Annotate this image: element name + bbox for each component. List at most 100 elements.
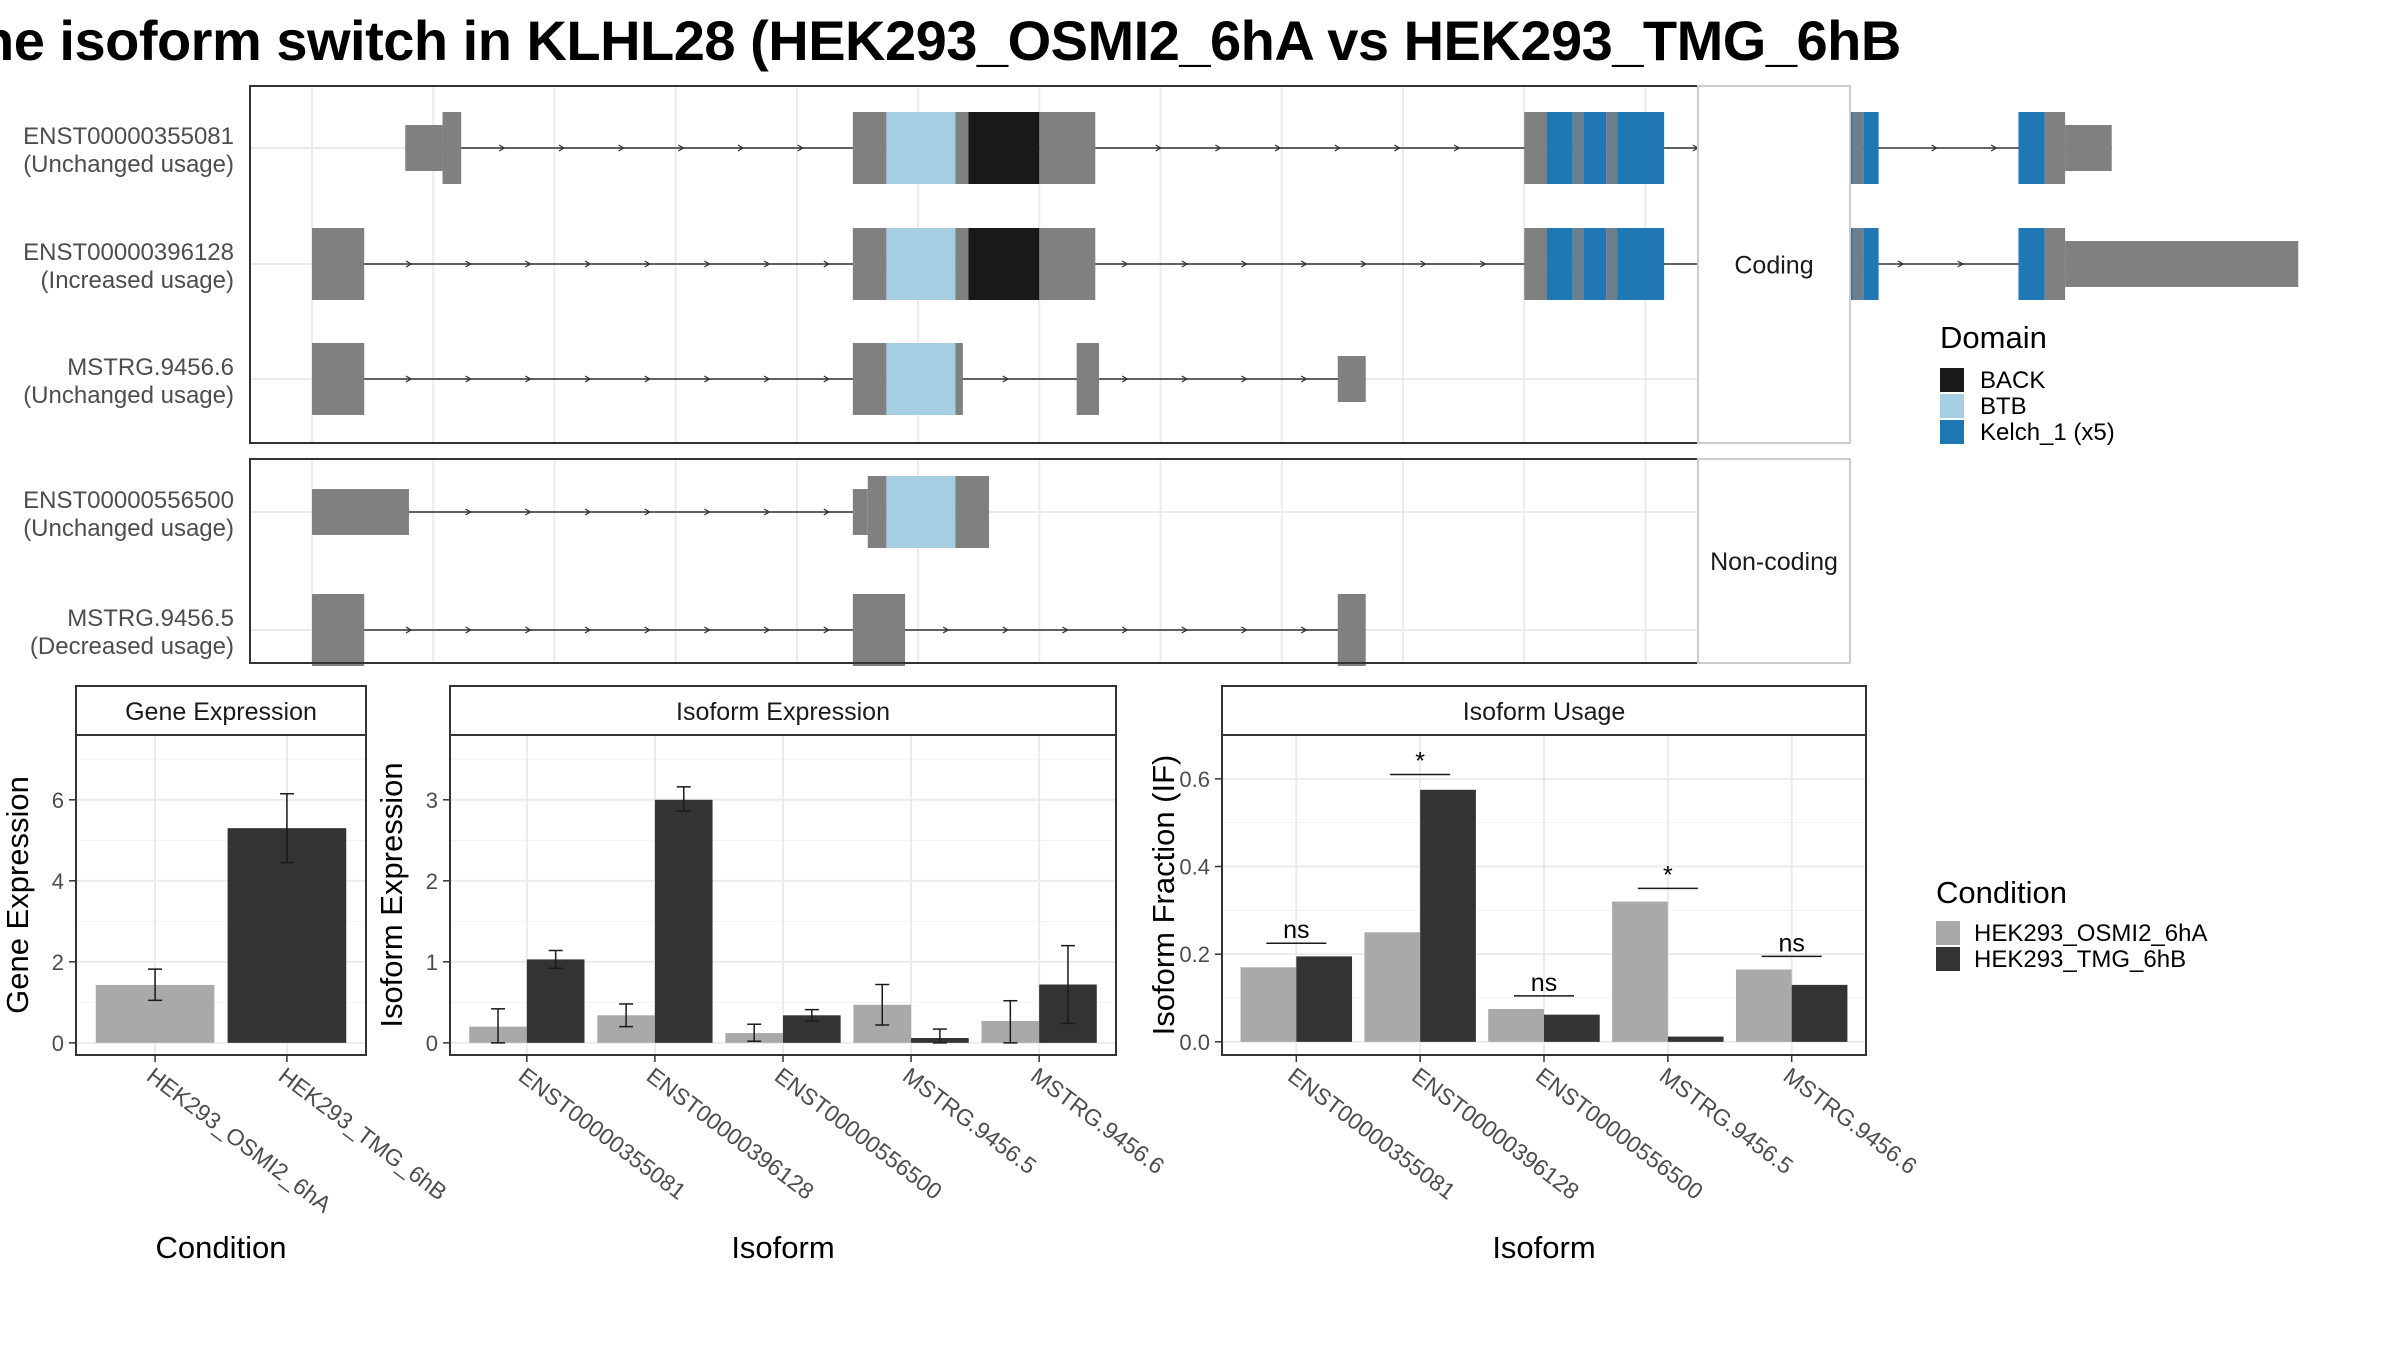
x-axis-title: Isoform	[731, 1230, 834, 1265]
exon	[1039, 112, 1096, 184]
exon	[852, 228, 887, 300]
intron-arrow	[1155, 144, 1162, 152]
intron-arrow	[644, 260, 651, 268]
bar	[654, 799, 713, 1043]
intron-arrow	[1990, 144, 1998, 152]
intron-arrow	[1181, 626, 1189, 634]
intron-arrow	[584, 626, 592, 634]
exon	[886, 343, 956, 415]
y-axis-title: Gene Expression	[0, 776, 35, 1014]
bar	[1488, 1008, 1544, 1042]
exon	[2018, 228, 2045, 300]
panel-strip	[449, 685, 1117, 736]
intron-arrow	[618, 144, 625, 152]
bar	[1735, 969, 1792, 1042]
intron-arrow	[498, 144, 506, 152]
y-tick-label: 2	[426, 869, 438, 894]
significance-label: ns	[1283, 916, 1309, 944]
transcript-usage-label: (Increased usage)	[41, 267, 234, 294]
intron-arrow	[763, 260, 771, 268]
x-tick-label: MSTRG.9456.6	[1026, 1062, 1169, 1179]
intron-arrow	[704, 626, 711, 634]
facet-strip-label: Coding	[1734, 252, 1813, 280]
intron-arrow	[704, 508, 711, 516]
intron-arrow	[525, 260, 532, 268]
exon	[852, 594, 906, 666]
intron-arrow	[1931, 144, 1938, 152]
transcript-label: MSTRG.9456.6	[67, 354, 234, 381]
y-tick-label: 1	[426, 950, 438, 975]
exon-divider	[1606, 112, 1618, 184]
y-axis-title: Isoform Fraction (IF)	[1146, 755, 1181, 1036]
exon	[955, 476, 989, 548]
transcript-usage-label: (Decreased usage)	[30, 633, 234, 660]
transcript-usage-label: (Unchanged usage)	[23, 382, 234, 409]
intron-arrow	[584, 375, 592, 383]
exon	[2065, 241, 2299, 287]
transcript-usage-label: (Unchanged usage)	[23, 151, 234, 178]
exon-divider	[1572, 112, 1584, 184]
transcript-usage-label: (Unchanged usage)	[23, 515, 234, 542]
exon-divider	[1852, 112, 1864, 184]
significance-label: *	[1415, 747, 1425, 775]
transcript-label: ENST00000355081	[23, 123, 234, 150]
bar-panel-1: Isoform Expression0123ENST00000355081ENS…	[374, 685, 1169, 1265]
intron-arrow	[763, 626, 771, 634]
exon-divider	[1852, 228, 1864, 300]
intron-arrow	[1002, 626, 1010, 634]
legend-label: HEK293_OSMI2_6hA	[1974, 920, 2207, 947]
intron-arrow	[405, 260, 413, 268]
intron-arrow	[1300, 260, 1308, 268]
y-tick-label: 0.4	[1179, 855, 1210, 880]
intron-arrow	[1121, 375, 1129, 383]
transcript-label: MSTRG.9456.5	[67, 605, 234, 632]
intron-arrow	[763, 375, 771, 383]
y-tick-label: 2	[52, 950, 64, 975]
legend-key	[1936, 947, 1960, 971]
exon	[1337, 356, 1366, 402]
intron-arrow	[1300, 375, 1308, 383]
x-axis-title: Isoform	[1492, 1230, 1595, 1265]
exon	[852, 112, 887, 184]
intron-arrow	[1241, 626, 1248, 634]
exon	[1524, 228, 1547, 300]
significance-label: *	[1663, 861, 1673, 889]
intron-arrow	[405, 375, 413, 383]
intron-arrow	[465, 508, 472, 516]
intron-arrow	[644, 626, 651, 634]
intron-arrow	[823, 375, 831, 383]
intron-arrow	[823, 508, 831, 516]
exon	[1583, 228, 1607, 300]
intron-arrow	[1300, 626, 1308, 634]
intron-arrow	[1181, 260, 1189, 268]
exon	[955, 112, 969, 184]
intron-arrow	[405, 626, 413, 634]
panel-strip-title: Isoform Usage	[1463, 698, 1626, 726]
bar	[1364, 932, 1421, 1042]
exon	[1863, 228, 1879, 300]
intron-arrow	[1121, 260, 1129, 268]
intron-arrow	[942, 626, 950, 634]
plot-title: ne isoform switch in KLHL28 (HEK293_OSMI…	[0, 9, 1901, 72]
intron-arrow	[704, 375, 711, 383]
intron-arrow	[644, 375, 651, 383]
intron-arrow	[465, 260, 472, 268]
intron-arrow	[797, 144, 804, 152]
y-tick-label: 3	[426, 788, 438, 813]
y-tick-label: 0.6	[1179, 767, 1210, 792]
legend-key	[1940, 420, 1964, 444]
exon	[886, 228, 956, 300]
exon-divider	[1606, 228, 1618, 300]
exon	[867, 476, 887, 548]
legend-key	[1940, 368, 1964, 392]
exon	[968, 228, 1040, 300]
legend-key	[1936, 921, 1960, 945]
bar	[1612, 901, 1668, 1042]
bar	[1296, 956, 1353, 1042]
intron-arrow	[1121, 626, 1129, 634]
exon	[312, 489, 409, 535]
legend-label: HEK293_TMG_6hB	[1974, 946, 2186, 973]
structure-panel-non-coding: ENST00000556500(Unchanged usage) MSTRG.94…	[23, 458, 1851, 666]
intron-arrow	[1241, 375, 1248, 383]
